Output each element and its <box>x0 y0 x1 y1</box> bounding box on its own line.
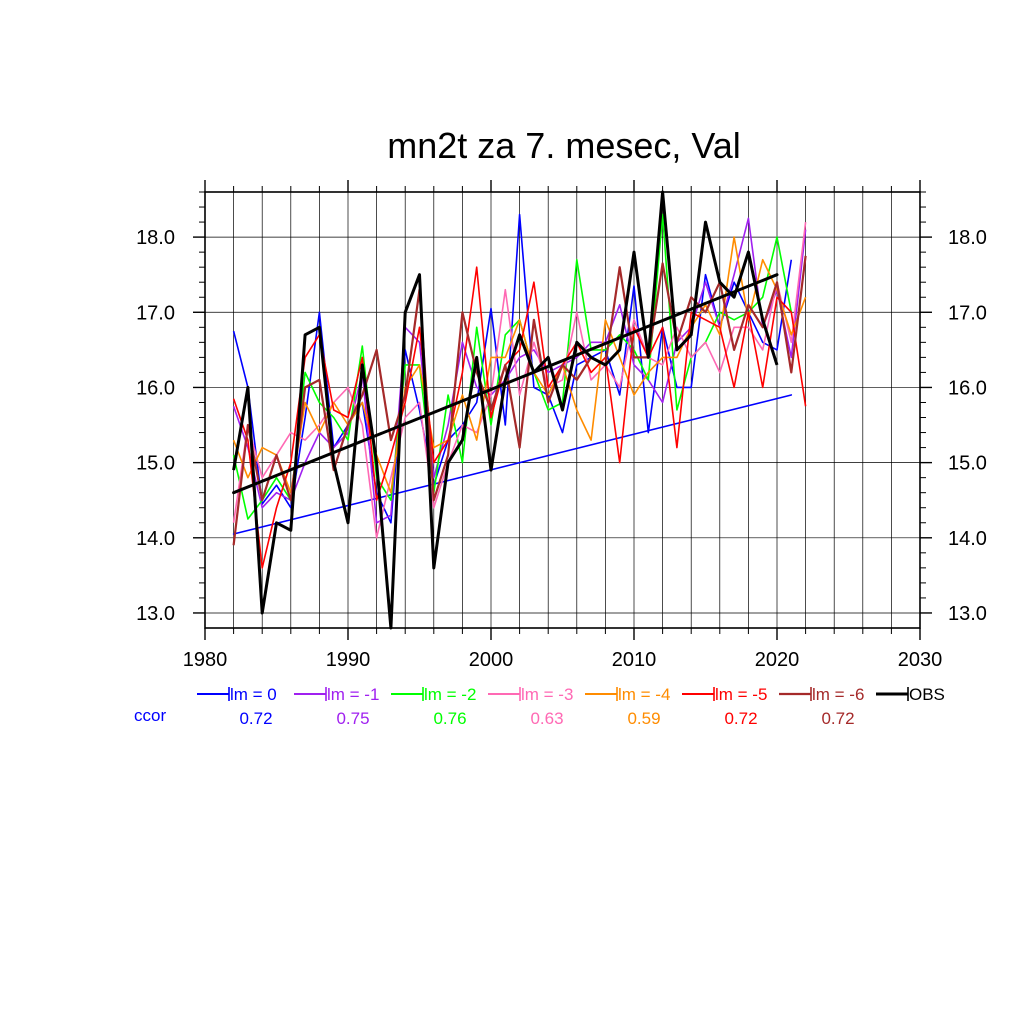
series-line-2 <box>232 213 793 520</box>
legend-label-6: lm = -6 <box>812 685 864 704</box>
x-tick-label: 2020 <box>755 649 800 671</box>
y-tick-label-left: 13.0 <box>136 603 175 625</box>
trend-line-7 <box>232 273 779 495</box>
chart-title: mn2t za 7. mesec, Val <box>387 125 740 166</box>
legend-label-4: lm = -4 <box>618 685 670 704</box>
x-tick-label: 1990 <box>326 649 371 671</box>
y-tick-label-right: 14.0 <box>948 528 987 550</box>
series-line-7 <box>232 190 779 630</box>
plot-frame <box>204 191 921 629</box>
ccor-label: ccor <box>134 706 166 725</box>
legend-label-0: lm = 0 <box>230 685 277 704</box>
ccor-value-3: 0.63 <box>530 709 563 728</box>
ccor-value-0: 0.72 <box>239 709 272 728</box>
ccor-value-6: 0.72 <box>821 709 854 728</box>
ccor-value-2: 0.76 <box>433 709 466 728</box>
series-line-0 <box>232 213 793 524</box>
legend-label-7: OBS <box>909 685 945 704</box>
ccor-value-5: 0.72 <box>724 709 757 728</box>
legend-label-1: lm = -1 <box>327 685 379 704</box>
y-tick-label-right: 15.0 <box>948 453 987 475</box>
ccor-value-1: 0.75 <box>336 709 369 728</box>
y-tick-label-right: 18.0 <box>948 227 987 249</box>
y-tick-label-left: 14.0 <box>136 528 175 550</box>
legend: ccor lm = 0 0.72 lm = -1 0.75 lm = -2 0.76 lm =… <box>134 685 945 728</box>
x-tick-label: 2030 <box>898 649 943 671</box>
trend-line-0 <box>232 394 793 535</box>
y-tick-label-right: 16.0 <box>948 377 987 399</box>
x-tick-label: 2000 <box>469 649 514 671</box>
legend-label-5: lm = -5 <box>715 685 767 704</box>
axes: 1980 1990 2000 2010 2020 2030 13.0 13.0 14.0 14.0… <box>136 180 987 671</box>
y-tick-label-left: 16.0 <box>136 377 175 399</box>
x-tick-label: 2010 <box>612 649 657 671</box>
plot-series <box>232 190 807 630</box>
series-line-5 <box>232 266 807 569</box>
x-tick-label: 1980 <box>183 649 228 671</box>
y-tick-label-right: 17.0 <box>948 302 987 324</box>
ccor-value-4: 0.59 <box>627 709 660 728</box>
y-tick-label-right: 13.0 <box>948 603 987 625</box>
y-tick-label-left: 18.0 <box>136 227 175 249</box>
legend-label-3: lm = -3 <box>521 685 573 704</box>
y-tick-label-left: 17.0 <box>136 302 175 324</box>
legend-label-2: lm = -2 <box>424 685 476 704</box>
y-tick-label-left: 15.0 <box>136 453 175 475</box>
